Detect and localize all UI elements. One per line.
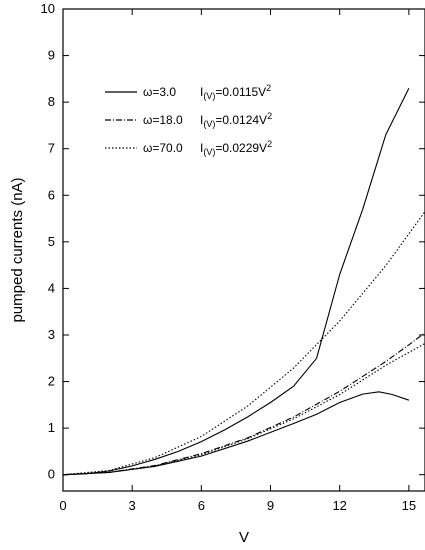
y-tick-label: 3 — [48, 327, 55, 342]
y-tick-label: 5 — [48, 234, 55, 249]
legend-item: ω=3.0 I(V)=0.0115V2 — [105, 83, 271, 101]
x-tick-label: 9 — [267, 498, 274, 513]
legend-label: ω=3.0 — [143, 85, 176, 99]
series-line — [62, 391, 410, 476]
y-tick-label: 7 — [48, 141, 55, 156]
legend: ω=3.0 I(V)=0.0115V2 ω=18.0 I(V)=0.0124V2… — [105, 83, 272, 157]
y-tick-label: 2 — [48, 374, 55, 389]
legend-item: ω=70.0 I(V)=0.0229V2 — [105, 139, 272, 157]
legend-label: ω=18.0 — [143, 113, 183, 127]
x-axis-title: V — [239, 529, 249, 546]
x-tick-label: 0 — [59, 498, 66, 513]
y-axis-ticks: 0 1 2 3 4 5 6 7 8 9 10 — [41, 1, 425, 482]
legend-fit: I(V)=0.0124V2 — [200, 111, 272, 129]
y-tick-label: 4 — [48, 280, 55, 295]
x-tick-label: 15 — [402, 498, 416, 513]
legend-item: ω=18.0 I(V)=0.0124V2 — [105, 111, 272, 129]
y-tick-label: 6 — [48, 187, 55, 202]
series-line — [62, 211, 425, 476]
plot-frame — [62, 8, 425, 492]
series-curves — [62, 87, 425, 476]
legend-fit: I(V)=0.0115V2 — [200, 83, 271, 101]
y-tick-label: 0 — [48, 467, 55, 482]
y-tick-label: 8 — [48, 94, 55, 109]
legend-fit-rest: =0.0115V — [215, 85, 266, 99]
y-tick-label: 10 — [41, 1, 55, 16]
series-line — [62, 342, 425, 476]
series-line — [62, 332, 425, 476]
x-axis-ticks: 0 3 6 9 12 15 — [59, 9, 416, 513]
x-tick-label: 12 — [332, 498, 346, 513]
series-line — [62, 87, 410, 476]
legend-fit: I(V)=0.0229V2 — [200, 139, 272, 157]
x-tick-label: 3 — [129, 498, 136, 513]
legend-label: ω=70.0 — [143, 141, 183, 155]
y-tick-label: 1 — [48, 420, 55, 435]
x-tick-label: 6 — [198, 498, 205, 513]
y-axis-title: pumped currents (nA) — [9, 177, 26, 322]
y-tick-label: 9 — [48, 48, 55, 63]
